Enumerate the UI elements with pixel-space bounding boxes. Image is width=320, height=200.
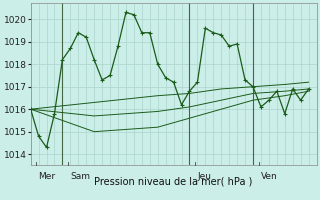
X-axis label: Pression niveau de la mer( hPa ): Pression niveau de la mer( hPa ): [94, 177, 253, 187]
Text: Ven: Ven: [261, 172, 278, 181]
Text: Jeu: Jeu: [197, 172, 212, 181]
Text: Sam: Sam: [70, 172, 90, 181]
Text: Mer: Mer: [39, 172, 56, 181]
